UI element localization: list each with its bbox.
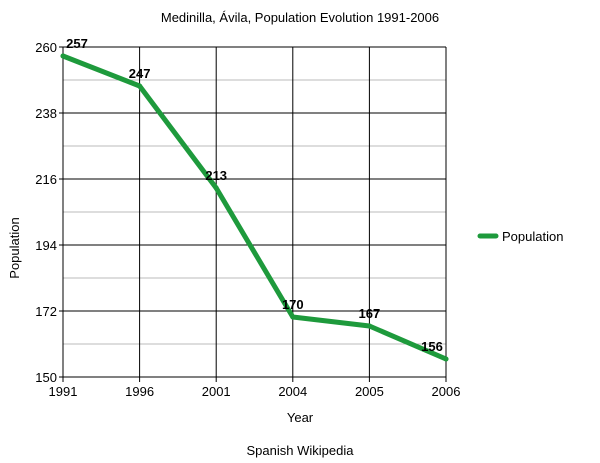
x-tick-label: 2006 xyxy=(432,384,461,399)
data-point xyxy=(60,53,66,59)
data-label: 167 xyxy=(359,306,381,321)
data-label: 156 xyxy=(421,339,443,354)
legend: Population xyxy=(477,229,563,244)
data-point xyxy=(443,356,449,362)
x-tick-label: 1991 xyxy=(49,384,78,399)
x-axis-label: Year xyxy=(287,410,314,425)
x-axis: 1991 1996 2001 2004 2005 2006 xyxy=(49,384,461,399)
x-tick-label: 2001 xyxy=(202,384,231,399)
y-axis: 150 172 194 216 238 260 xyxy=(35,40,57,385)
data-label: 213 xyxy=(205,168,227,183)
caption: Spanish Wikipedia xyxy=(247,443,355,458)
series-line xyxy=(60,53,449,362)
data-label: 170 xyxy=(282,297,304,312)
y-axis-label: Population xyxy=(7,217,22,278)
data-point xyxy=(290,314,296,320)
x-tick-label: 2004 xyxy=(278,384,307,399)
data-label: 247 xyxy=(129,66,151,81)
y-tick-label: 216 xyxy=(35,172,57,187)
data-point xyxy=(366,323,372,329)
chart-title: Medinilla, Ávila, Population Evolution 1… xyxy=(161,10,439,25)
data-point xyxy=(137,83,143,89)
y-tick-label: 172 xyxy=(35,304,57,319)
y-tick-label: 238 xyxy=(35,106,57,121)
series: 257 247 213 170 167 156 xyxy=(60,36,449,362)
legend-label: Population xyxy=(502,229,563,244)
x-tick-label: 1996 xyxy=(125,384,154,399)
x-tick-label: 2005 xyxy=(355,384,384,399)
y-tick-label: 194 xyxy=(35,238,57,253)
data-label: 257 xyxy=(66,36,88,51)
grid xyxy=(59,46,447,382)
data-point xyxy=(213,185,219,191)
y-tick-label: 150 xyxy=(35,370,57,385)
y-tick-label: 260 xyxy=(35,40,57,55)
